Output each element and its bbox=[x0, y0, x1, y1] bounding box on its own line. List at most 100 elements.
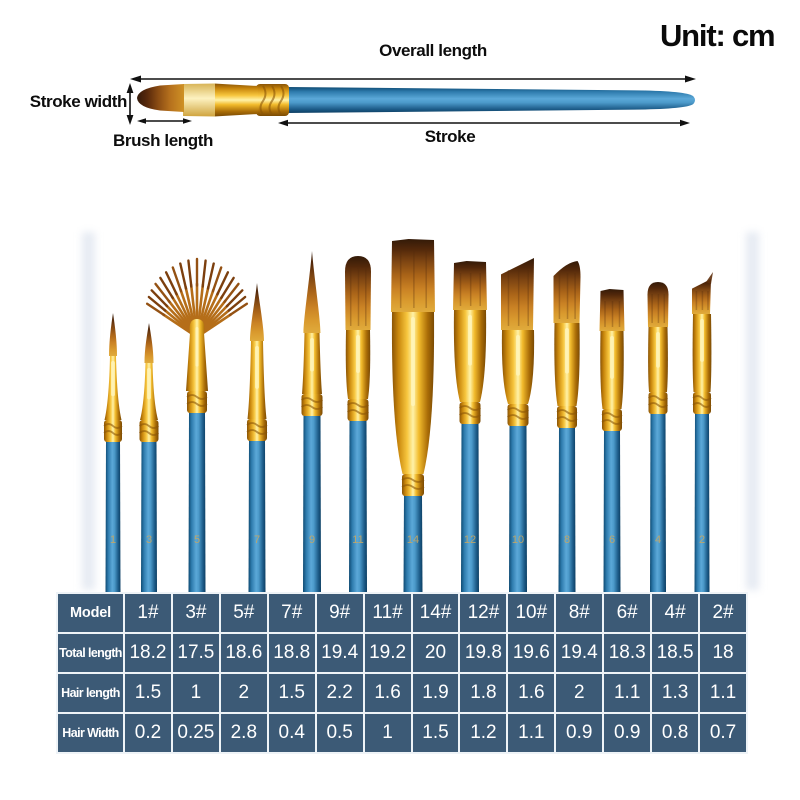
brush-12: 12 bbox=[453, 261, 487, 592]
model-cell: 11# bbox=[362, 592, 413, 634]
brush-handle bbox=[349, 419, 367, 592]
brush-crimp bbox=[507, 404, 529, 426]
brush-handle bbox=[509, 424, 527, 592]
brush-hair bbox=[109, 313, 117, 356]
value-cell: 1.1 bbox=[698, 672, 748, 714]
table-row-hair-width: Hair Width 0.2 0.25 2.8 0.4 0.5 1 1.5 1.2 1.1 0.9 0… bbox=[56, 712, 748, 754]
brush-11: 11 bbox=[345, 256, 371, 592]
brush-crimp bbox=[139, 420, 159, 442]
brush-hair bbox=[453, 261, 487, 310]
value-cell: 1 bbox=[362, 712, 413, 754]
model-cell: 4# bbox=[650, 592, 701, 634]
handle-number: 7 bbox=[254, 534, 260, 546]
brush-crimp bbox=[459, 402, 481, 424]
brush-1: 1 bbox=[103, 313, 123, 592]
value-cell: 1.5 bbox=[410, 712, 461, 754]
value-cell: 0.8 bbox=[650, 712, 701, 754]
brush-handle bbox=[403, 494, 423, 592]
diagram-brush-ferrule bbox=[214, 83, 258, 117]
model-cell: 9# bbox=[314, 592, 365, 634]
brush-handle bbox=[188, 411, 206, 592]
model-cell: 10# bbox=[506, 592, 557, 634]
handle-number: 10 bbox=[512, 534, 524, 546]
brush-crimp bbox=[301, 394, 323, 416]
brush-6: 6 bbox=[599, 289, 625, 592]
stroke-label: Stroke bbox=[424, 127, 476, 146]
value-cell: 1.6 bbox=[506, 672, 557, 714]
value-cell: 1.1 bbox=[602, 672, 653, 714]
value-cell: 19.4 bbox=[554, 632, 605, 674]
brush-handle bbox=[650, 412, 666, 592]
brush-crimp bbox=[648, 392, 668, 414]
handle-number: 9 bbox=[309, 534, 315, 546]
arrowheads bbox=[126, 75, 696, 127]
model-cell: 12# bbox=[458, 592, 509, 634]
model-cell: 2# bbox=[698, 592, 748, 634]
brush-3: 3 bbox=[138, 323, 160, 592]
value-cell: 0.9 bbox=[602, 712, 653, 754]
value-cell: 1.3 bbox=[650, 672, 701, 714]
brush-hair bbox=[144, 323, 154, 363]
value-cell: 1.2 bbox=[458, 712, 509, 754]
model-cell: 5# bbox=[218, 592, 269, 634]
value-cell: 0.9 bbox=[554, 712, 605, 754]
brush-hair bbox=[647, 282, 669, 327]
brush-crimp bbox=[693, 392, 711, 414]
value-cell: 2 bbox=[554, 672, 605, 714]
brush-crimp bbox=[247, 419, 267, 441]
row-label: Model bbox=[56, 592, 125, 634]
handle-number: 2 bbox=[699, 534, 705, 546]
value-cell: 18.8 bbox=[266, 632, 317, 674]
diagram-brush bbox=[137, 83, 695, 117]
model-cell: 6# bbox=[602, 592, 653, 634]
handle-number: 5 bbox=[194, 534, 200, 546]
model-cell: 8# bbox=[554, 592, 605, 634]
handle-number: 6 bbox=[609, 534, 615, 546]
brush-crimp bbox=[557, 406, 577, 428]
brush-hair bbox=[501, 258, 534, 330]
brush-handle bbox=[603, 429, 621, 592]
brush-hair bbox=[391, 239, 435, 312]
value-cell: 1 bbox=[170, 672, 221, 714]
value-cell: 18.5 bbox=[650, 632, 701, 674]
stroke-width-label: Stroke width bbox=[29, 92, 128, 111]
brush-9: 9 bbox=[300, 251, 324, 592]
value-cell: 1.9 bbox=[410, 672, 461, 714]
model-cell: 14# bbox=[410, 592, 461, 634]
brush-crimp bbox=[602, 409, 622, 431]
brush-4: 4 bbox=[647, 282, 669, 592]
value-cell: 19.8 bbox=[458, 632, 509, 674]
spec-table: Model 1# 3# 5# 7# 9# 11# 14# 12# 10# 8# 6# 4# 2# Total… bbox=[56, 592, 748, 754]
handle-number: 14 bbox=[407, 534, 419, 546]
unit-label: Unit: cm bbox=[660, 18, 776, 53]
value-cell: 2.2 bbox=[314, 672, 365, 714]
value-cell: 19.6 bbox=[506, 632, 557, 674]
row-label: Total length bbox=[56, 632, 125, 674]
brush-hair bbox=[692, 279, 711, 314]
table-row-model: Model 1# 3# 5# 7# 9# 11# 14# 12# 10# 8# 6# 4# 2# bbox=[56, 592, 748, 634]
brush-10: 10 bbox=[501, 258, 535, 592]
brush-crimp bbox=[104, 420, 122, 442]
value-cell: 1.5 bbox=[266, 672, 317, 714]
value-cell: 18.2 bbox=[123, 632, 173, 674]
value-cell: 18.6 bbox=[218, 632, 269, 674]
value-cell: 1.8 bbox=[458, 672, 509, 714]
table-row-hair-length: Hair length 1.5 1 2 1.5 2.2 1.6 1.9 1.8 1.6 2 1.1 1.… bbox=[56, 672, 748, 714]
brush-5: 5 bbox=[145, 257, 249, 592]
value-cell: 0.25 bbox=[170, 712, 221, 754]
brush-hair bbox=[599, 289, 625, 331]
value-cell: 1.5 bbox=[123, 672, 173, 714]
brush-handle bbox=[303, 414, 321, 592]
value-cell: 19.2 bbox=[362, 632, 413, 674]
brush-crimp bbox=[347, 399, 369, 421]
row-label: Hair length bbox=[56, 672, 125, 714]
photo-left-edge bbox=[82, 232, 95, 590]
brush-crimp bbox=[402, 474, 424, 496]
brush-7: 7 bbox=[246, 283, 268, 592]
value-cell: 1.1 bbox=[506, 712, 557, 754]
row-label: Hair Width bbox=[56, 712, 125, 754]
photo-right-edge bbox=[746, 232, 759, 590]
handle-number: 8 bbox=[564, 534, 570, 546]
value-cell: 2.8 bbox=[218, 712, 269, 754]
